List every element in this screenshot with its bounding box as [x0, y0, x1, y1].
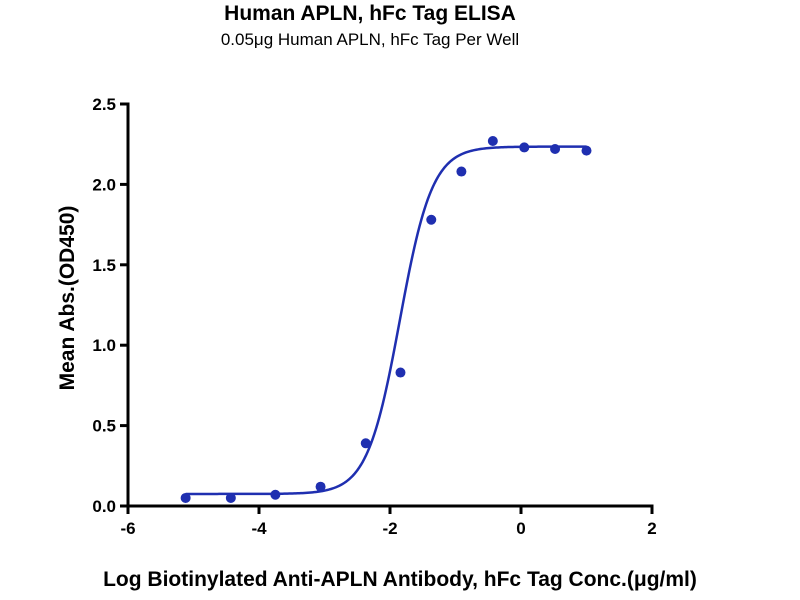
y-tick-label: 0.5 — [92, 417, 116, 436]
data-point — [360, 438, 371, 449]
x-tick-label: 0 — [516, 519, 525, 538]
data-point — [180, 492, 191, 503]
y-tick-label: 1.5 — [92, 256, 116, 275]
x-tick-label: -2 — [382, 519, 397, 538]
data-point — [426, 214, 437, 225]
chart-subtitle: 0.05μg Human APLN, hFc Tag Per Well — [220, 30, 520, 49]
data-point — [315, 481, 326, 492]
data-points-layer — [180, 135, 592, 503]
y-tick-label: 1.0 — [92, 336, 116, 355]
data-point — [456, 166, 467, 177]
data-point — [225, 492, 236, 503]
data-point — [395, 367, 406, 378]
y-tick-label: 2.0 — [92, 175, 116, 194]
chart-title: Human APLN, hFc Tag ELISA — [224, 2, 516, 25]
data-point — [270, 489, 281, 500]
fit-curve-layer — [185, 145, 587, 496]
data-point — [519, 142, 530, 153]
y-tick-label: 0.0 — [92, 497, 116, 516]
data-point — [487, 135, 498, 146]
fit-curve-line — [185, 145, 587, 496]
data-point — [550, 144, 561, 155]
data-point — [581, 145, 592, 156]
x-tick-label: 2 — [647, 519, 656, 538]
y-tick-label: 2.5 — [92, 95, 116, 114]
x-tick-label: -4 — [251, 519, 267, 538]
axes: -6 -4 -2 0 2 0.0 0.5 1.0 1.5 2.0 2.5 — [92, 95, 656, 538]
x-axis-label: Log Biotinylated Anti-APLN Antibody, hFc… — [103, 568, 697, 591]
x-tick-label: -6 — [120, 519, 135, 538]
